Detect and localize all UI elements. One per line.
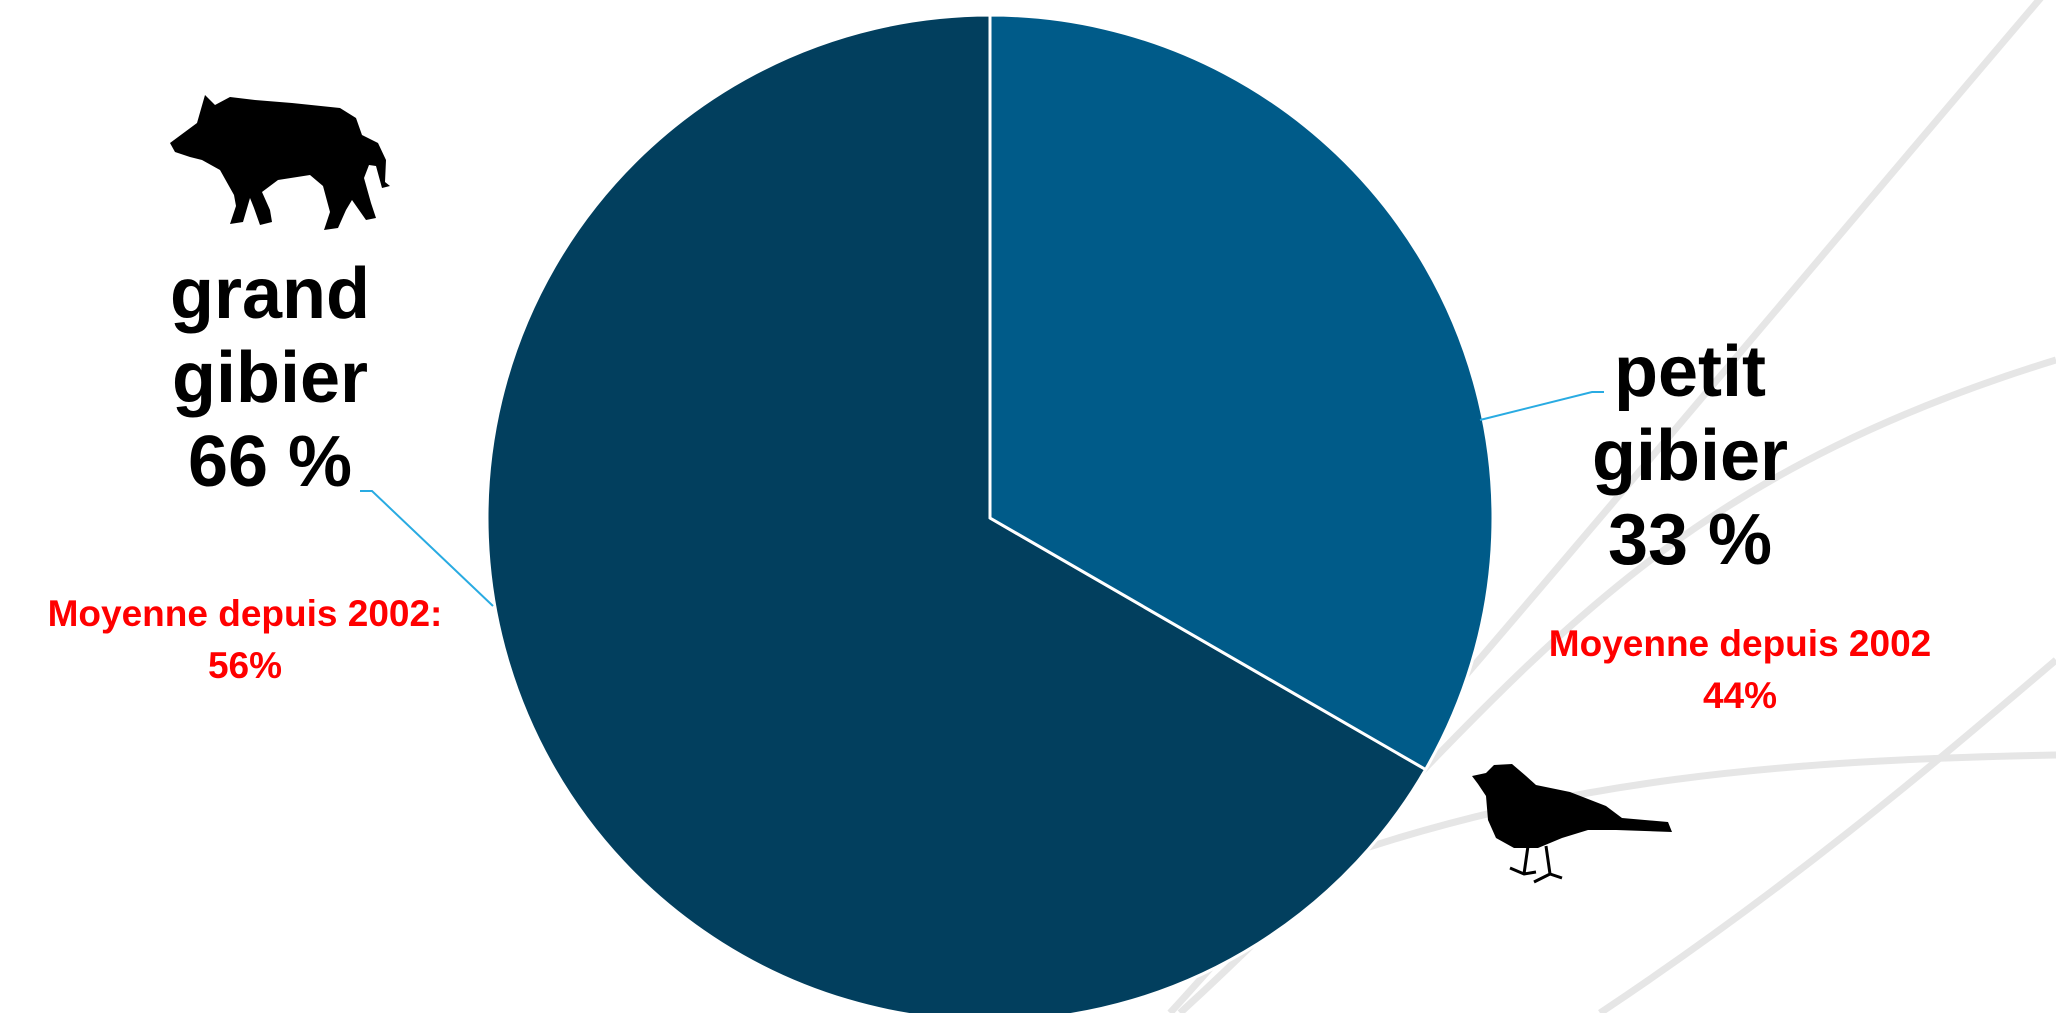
average-annotation-line: 44%: [1702, 675, 1778, 716]
background-arc: [1598, 657, 2056, 1013]
average-annotation-line: 56%: [207, 645, 283, 686]
slice-label-grand-gibier: grand gibier 66 %: [120, 252, 420, 504]
slice-label-line: petit: [1614, 332, 1766, 412]
slice-value-label: 33 %: [1607, 500, 1773, 580]
slice-value-label: 66 %: [187, 422, 353, 502]
bird-silhouette-icon: [1472, 764, 1672, 884]
leader-line-grand-gibier: [360, 490, 494, 607]
pie-slice-grand-gibier: [485, 13, 1428, 1013]
average-annotation-grand-gibier: Moyenne depuis 2002: 56%: [5, 588, 485, 692]
average-annotation-petit-gibier: Moyenne depuis 2002 44%: [1500, 618, 1980, 722]
average-annotation-line: Moyenne depuis 2002: [1548, 623, 1932, 664]
average-annotation-line: Moyenne depuis 2002:: [47, 593, 443, 634]
slice-label-line: gibier: [1591, 416, 1789, 496]
background-arc: [1328, 751, 2056, 864]
pie-slice-petit-gibier: [988, 13, 1495, 771]
leader-line-petit-gibier: [1479, 391, 1604, 421]
slice-label-line: grand: [169, 254, 370, 334]
slice-label-line: gibier: [171, 338, 369, 418]
slice-label-petit-gibier: petit gibier 33 %: [1540, 330, 1840, 582]
boar-silhouette-icon: [170, 95, 390, 230]
